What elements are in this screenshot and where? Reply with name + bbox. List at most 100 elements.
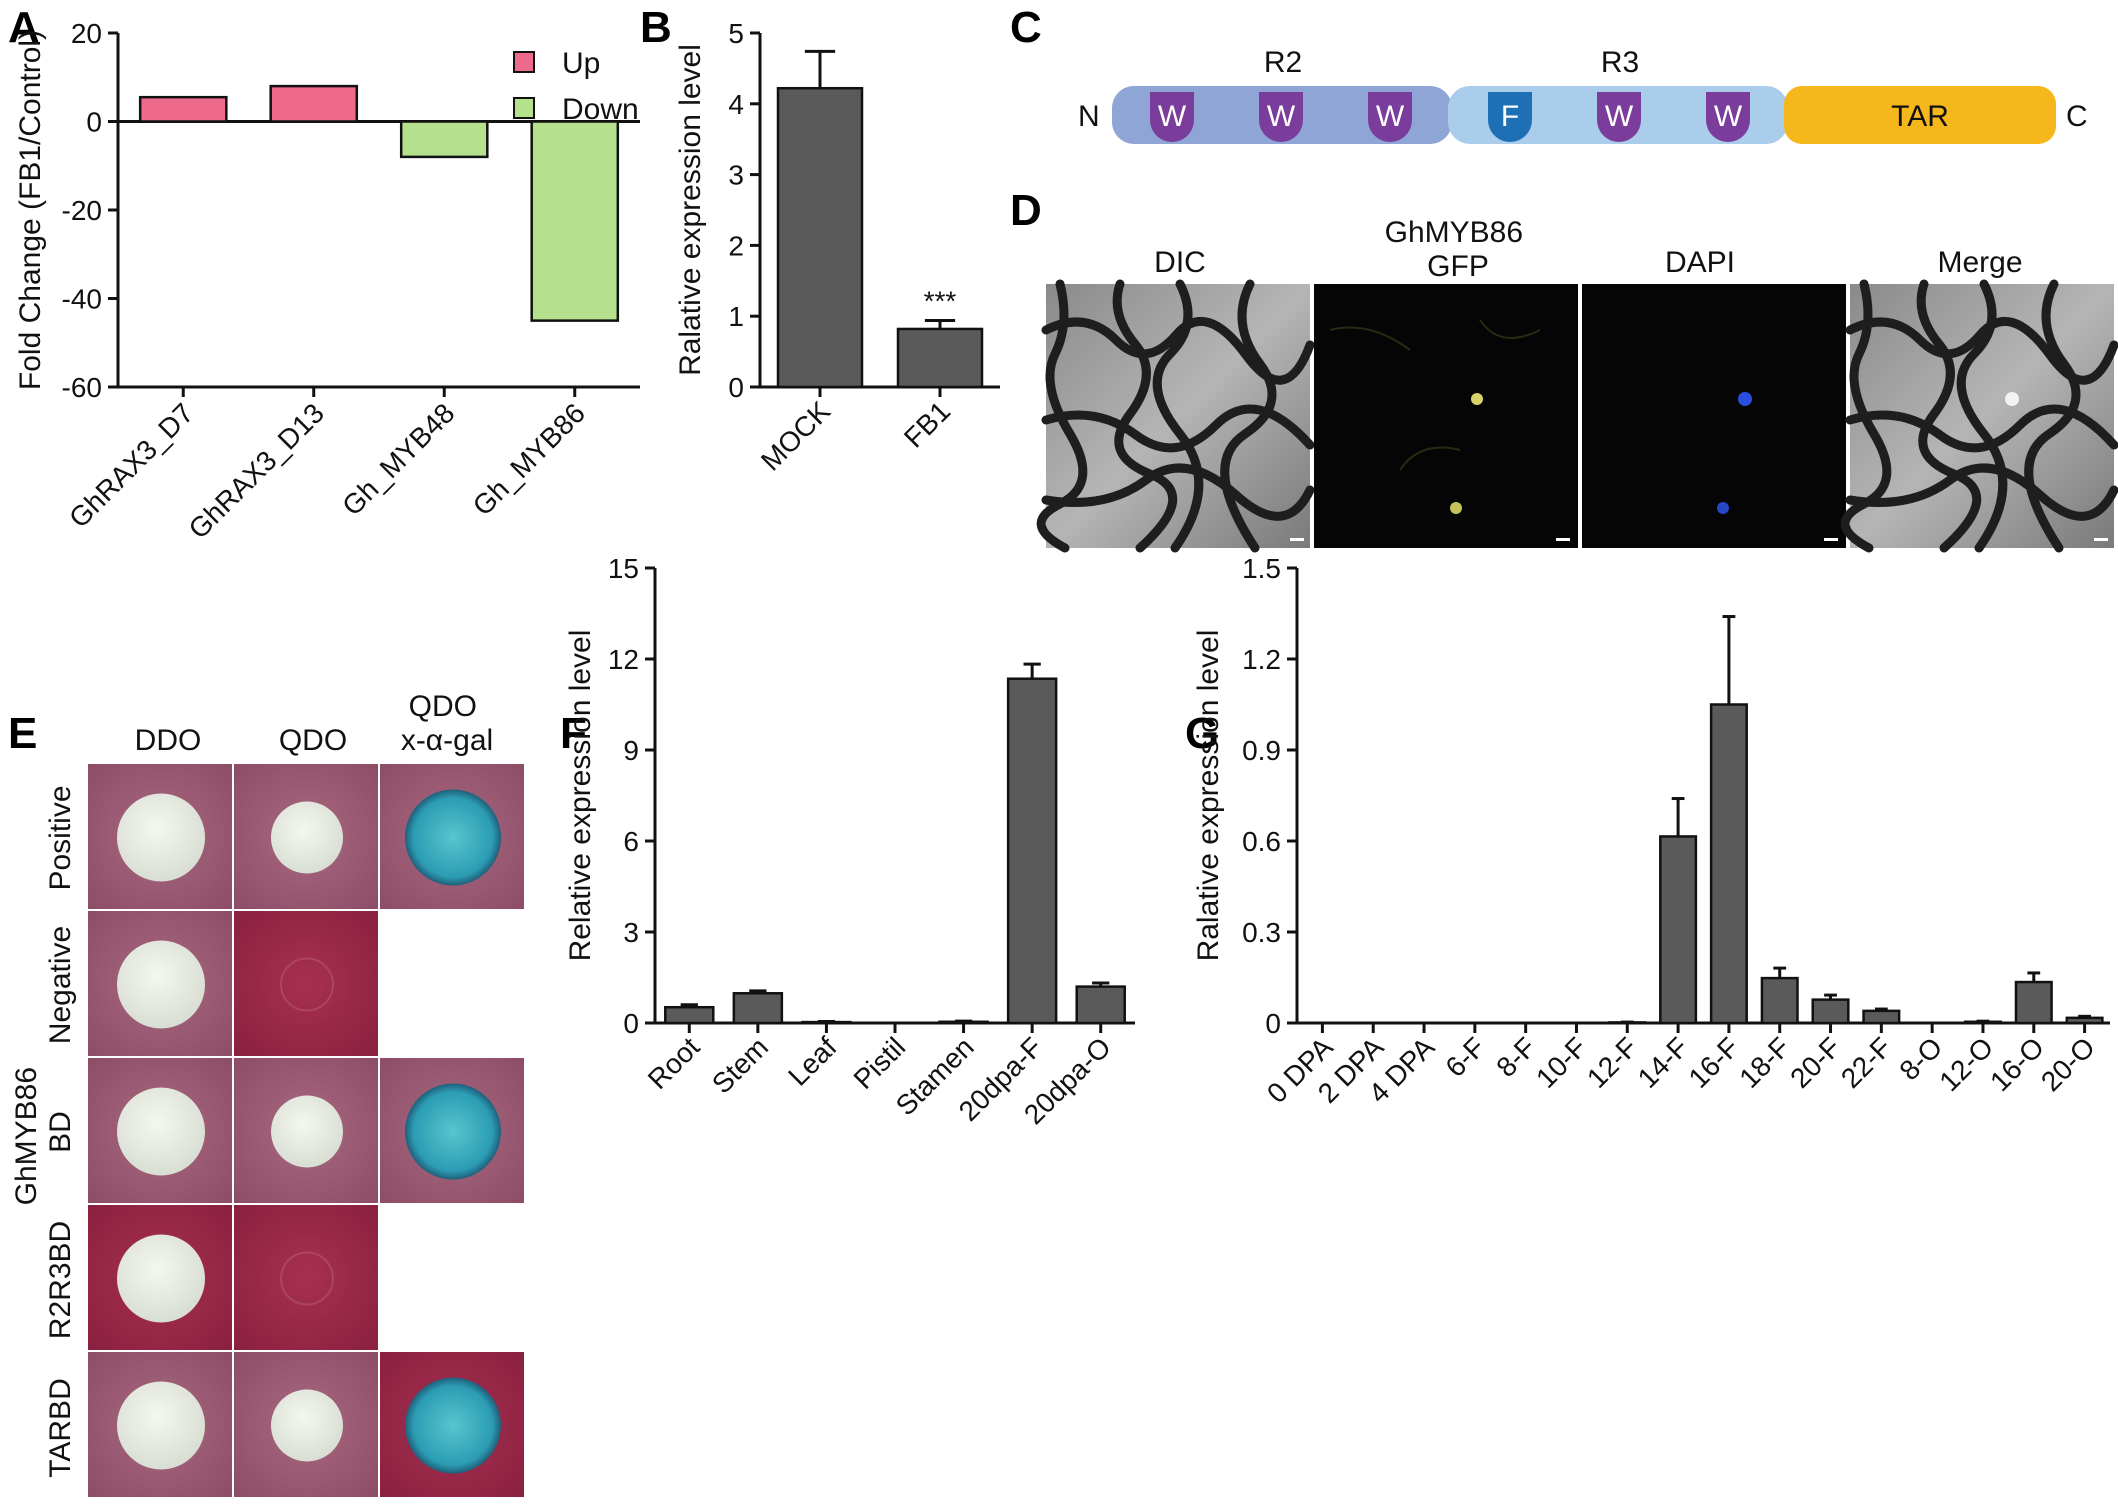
f-motif [1488,92,1532,142]
e-row-negative: Negative [44,926,77,1044]
d-header-gfp-line2: GFP [1427,250,1489,283]
x-tick-label: 14-F [1632,1031,1695,1094]
y-axis-label: Ralative expression level [1192,630,1225,962]
panel-label-f: F [560,709,587,758]
e-row-ghmyb86bd-line1: GhMYB86 [10,1067,43,1205]
y-tick-label: 1 [728,301,744,332]
bar [1075,985,1126,1025]
panel-label-g: G [1185,709,1219,758]
motif-label: W [1376,100,1405,133]
legend-down-label: Down [562,93,639,126]
y-tick-label: 15 [608,553,639,584]
bar [138,95,228,123]
dapi-image [1582,284,1846,548]
panel-label-c: C [1010,3,1042,52]
y-tick-label: -20 [62,195,102,226]
y-tick-label: 4 [728,89,744,120]
tar-label: TAR [1891,100,1949,133]
bar [1811,998,1850,1025]
x-tick-label: Stem [706,1031,774,1099]
y-tick-label: 20 [71,18,102,49]
bar [2014,980,2053,1025]
white-colony [117,1234,205,1323]
y-tick-label: 2 [728,230,744,261]
domain-diagram: N TAR C R2 R3 W W W F W W [1078,46,2088,144]
no-growth-spot [280,1251,334,1306]
x-tick-label: Gh_MYB86 [467,397,591,521]
d-header-merge: Merge [1937,246,2022,279]
w-motif [1706,92,1750,142]
r3-label: R3 [1601,46,1639,79]
white-colony [271,1389,343,1462]
x-tick-label: 18-F [1733,1031,1796,1094]
y-tick-label: -60 [62,372,102,403]
d-header-gfp: GhMYB86 GFP [1385,216,1532,283]
n-terminus-label: N [1078,100,1100,133]
chart-g: 0 0.3 0.6 0.9 1.2 1.5 Ralative expression leve… [1192,553,2110,1109]
chart-a: 20 0 -20 -40 -60 Fold Change (FB1/Control) GhR… [14,18,640,545]
panel-label-e: E [8,709,37,758]
bar [530,120,620,322]
d-header-dic-text: DIC [1154,246,1206,279]
e-row-r2r3bd: R2R3BD [44,1221,77,1339]
bar [664,1005,715,1025]
legend-a: Up Down [513,47,639,126]
x-tick-label: Gh_MYB48 [336,397,460,521]
significance-label: *** [924,285,957,316]
y-tick-label: 9 [623,735,639,766]
y-axis-label: Fold Change (FB1/Control) [14,30,47,390]
white-colony [117,1087,205,1176]
y-tick-label: 12 [608,644,639,675]
d-header-dapi-text: DAPI [1665,246,1735,279]
white-colony [117,940,205,1029]
bar [776,86,864,389]
x-tick-label: 20-O [2035,1031,2101,1097]
chart-f: 0 3 6 9 12 15 Relative expression level Root Ste… [564,553,1135,1130]
blue-colony [405,1377,501,1474]
bar [732,992,784,1025]
motif-label: W [1605,100,1634,133]
x-tick-label: 20-F [1784,1031,1847,1094]
x-tick-label: GhRAX3_D13 [183,397,330,544]
d-header-gfp-line1: GhMYB86 [1385,216,1523,249]
y-tick-label: 5 [728,18,744,49]
c-terminus-label: C [2066,100,2088,133]
white-colony [271,1095,343,1168]
e-row-ghmyb86bd-line2: BD [44,1111,77,1153]
x-tick-label: 16-O [1984,1031,2050,1097]
x-tick-label: 12-F [1581,1031,1644,1094]
e-row-tarbd: TARBD [44,1378,77,1477]
x-tick-label: Pistil [848,1031,912,1095]
r2-label: R2 [1264,46,1302,79]
bar [1862,1009,1901,1025]
y-tick-label: 1.2 [1242,644,1281,675]
gfp-image [1314,284,1578,548]
dic-image [1036,279,1315,553]
y-tick-label: -40 [62,284,102,315]
x-tick-label: Root [642,1031,706,1095]
plate-grid [88,764,524,1497]
motif-label: W [1267,100,1296,133]
bar [1709,703,1748,1025]
e-col-qdoxgal-line2: x-α-gal [401,724,493,757]
y-tick-label: 6 [623,826,639,857]
blue-colony [405,1083,501,1180]
x-tick-label: GhRAX3_D7 [63,397,199,533]
plate-cell [234,1205,378,1350]
plate-cell [234,911,378,1056]
y-tick-label: 3 [728,160,744,191]
bar [269,84,359,123]
chart-b: 0 1 2 3 4 5 Ralative expression level MOCK *** FB… [674,18,1000,477]
y-tick-label: 0.6 [1242,826,1281,857]
y-tick-label: 0.9 [1242,735,1281,766]
legend-up-swatch [513,51,535,73]
panel-label-a: A [8,3,40,52]
e-row-positive: Positive [44,785,77,890]
y-tick-label: 1.5 [1242,553,1281,584]
w-motif [1150,92,1194,142]
bar [896,327,984,389]
y-tick-label: 3 [623,917,639,948]
y-axis-label: Relative expression level [564,630,597,962]
y-tick-label: 0.3 [1242,917,1281,948]
